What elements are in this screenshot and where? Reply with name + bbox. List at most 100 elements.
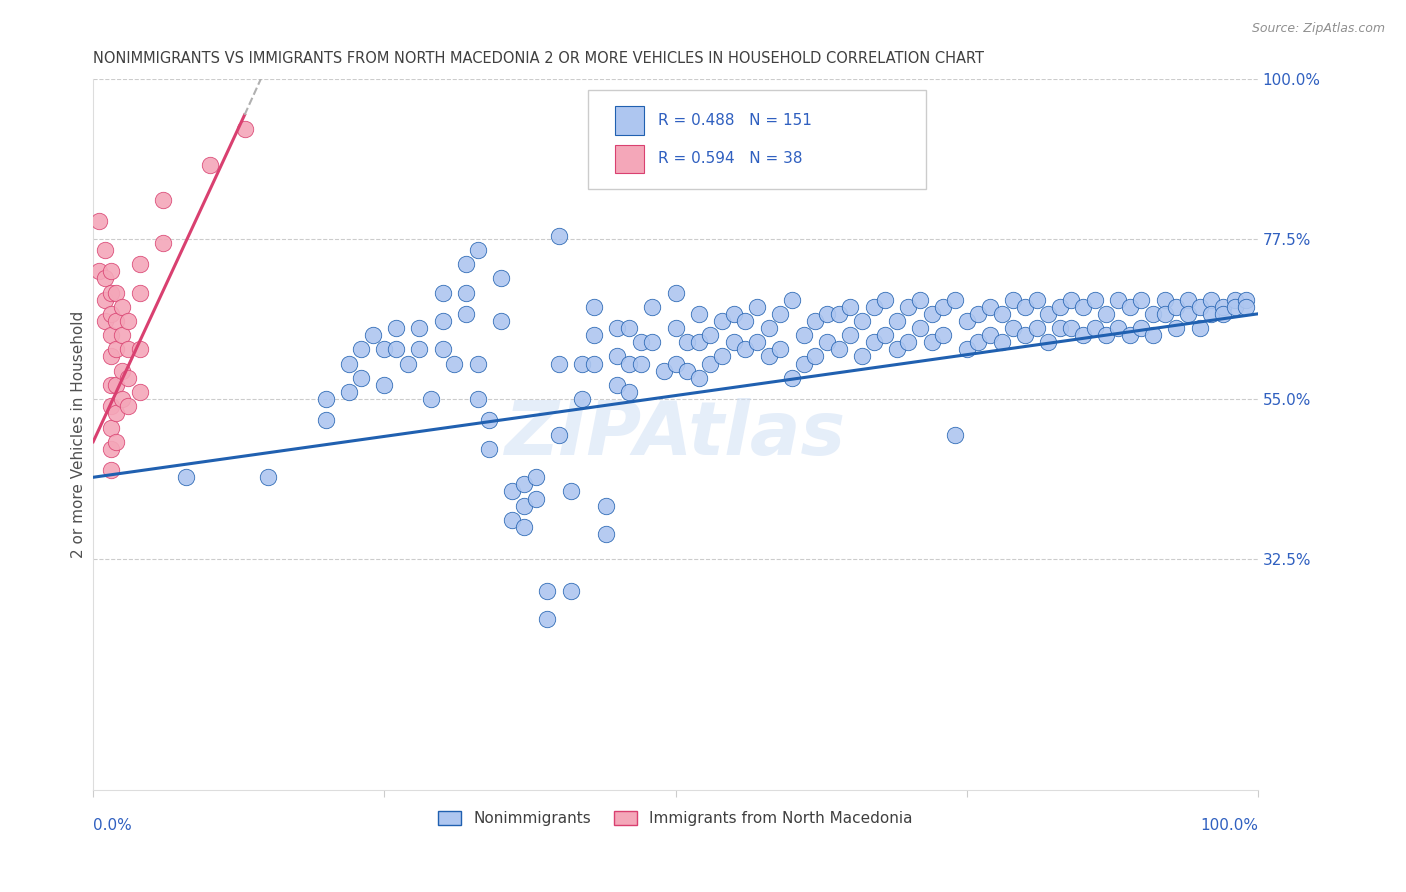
Point [1038, 307, 1060, 321]
Point [1095, 307, 1118, 321]
Point [513, 499, 536, 513]
Point [315, 413, 337, 427]
Bar [614, 106, 644, 135]
Point [1166, 300, 1188, 314]
Point [339, 357, 361, 371]
Point [758, 321, 780, 335]
Point [117, 314, 139, 328]
Point [501, 484, 523, 499]
Point [105, 434, 128, 449]
Point [967, 307, 990, 321]
Point [454, 257, 477, 271]
Point [94, 293, 117, 307]
Point [100, 377, 122, 392]
Point [111, 364, 134, 378]
Point [815, 335, 838, 350]
Point [100, 264, 122, 278]
Point [595, 527, 617, 541]
Point [582, 300, 605, 314]
Point [1130, 321, 1153, 335]
Point [711, 350, 734, 364]
Point [943, 293, 966, 307]
Point [489, 314, 512, 328]
Point [630, 335, 652, 350]
Point [536, 612, 558, 626]
Point [908, 293, 931, 307]
Point [100, 285, 122, 300]
Point [152, 193, 174, 207]
Point [606, 321, 628, 335]
Point [1014, 300, 1036, 314]
Point [454, 285, 477, 300]
Point [582, 328, 605, 343]
Point [548, 427, 571, 442]
Point [128, 285, 150, 300]
Point [524, 470, 547, 484]
Point [1153, 307, 1175, 321]
Point [489, 271, 512, 285]
Point [128, 343, 150, 357]
Point [1071, 300, 1094, 314]
Point [111, 300, 134, 314]
Point [94, 243, 117, 257]
Point [769, 343, 792, 357]
Point [1130, 293, 1153, 307]
Point [664, 357, 686, 371]
Point [582, 357, 605, 371]
Point [100, 307, 122, 321]
Point [385, 321, 408, 335]
Point [875, 293, 897, 307]
Point [1223, 300, 1246, 314]
Point [595, 499, 617, 513]
Point [350, 371, 373, 385]
Point [1049, 321, 1071, 335]
Bar [614, 145, 644, 173]
Point [617, 321, 640, 335]
Point [1142, 307, 1164, 321]
Point [548, 228, 571, 243]
Point [1060, 321, 1083, 335]
Point [478, 413, 501, 427]
Point [100, 350, 122, 364]
Point [350, 343, 373, 357]
Point [688, 335, 710, 350]
Point [967, 335, 990, 350]
Point [990, 307, 1012, 321]
Point [1060, 293, 1083, 307]
Point [734, 343, 756, 357]
Point [827, 307, 849, 321]
Point [851, 350, 873, 364]
Point [1025, 293, 1047, 307]
Point [1095, 328, 1118, 343]
Point [524, 491, 547, 506]
Point [815, 307, 838, 321]
Point [128, 257, 150, 271]
Point [467, 392, 489, 406]
Point [1084, 293, 1107, 307]
Text: R = 0.488   N = 151: R = 0.488 N = 151 [658, 113, 811, 128]
Point [1119, 300, 1142, 314]
Point [886, 314, 908, 328]
Point [1223, 293, 1246, 307]
Point [699, 357, 721, 371]
Point [454, 307, 477, 321]
Point [1119, 328, 1142, 343]
Point [606, 350, 628, 364]
Point [897, 335, 920, 350]
Point [734, 314, 756, 328]
Point [875, 328, 897, 343]
Point [233, 122, 256, 136]
Point [100, 463, 122, 477]
Point [87, 214, 110, 228]
Point [117, 371, 139, 385]
Point [513, 520, 536, 534]
Point [1025, 321, 1047, 335]
Point [1199, 293, 1222, 307]
Point [1107, 321, 1129, 335]
Point [990, 335, 1012, 350]
Point [560, 484, 582, 499]
Point [1002, 293, 1025, 307]
Point [641, 335, 664, 350]
Y-axis label: 2 or more Vehicles in Household: 2 or more Vehicles in Household [72, 311, 86, 558]
Point [1049, 300, 1071, 314]
